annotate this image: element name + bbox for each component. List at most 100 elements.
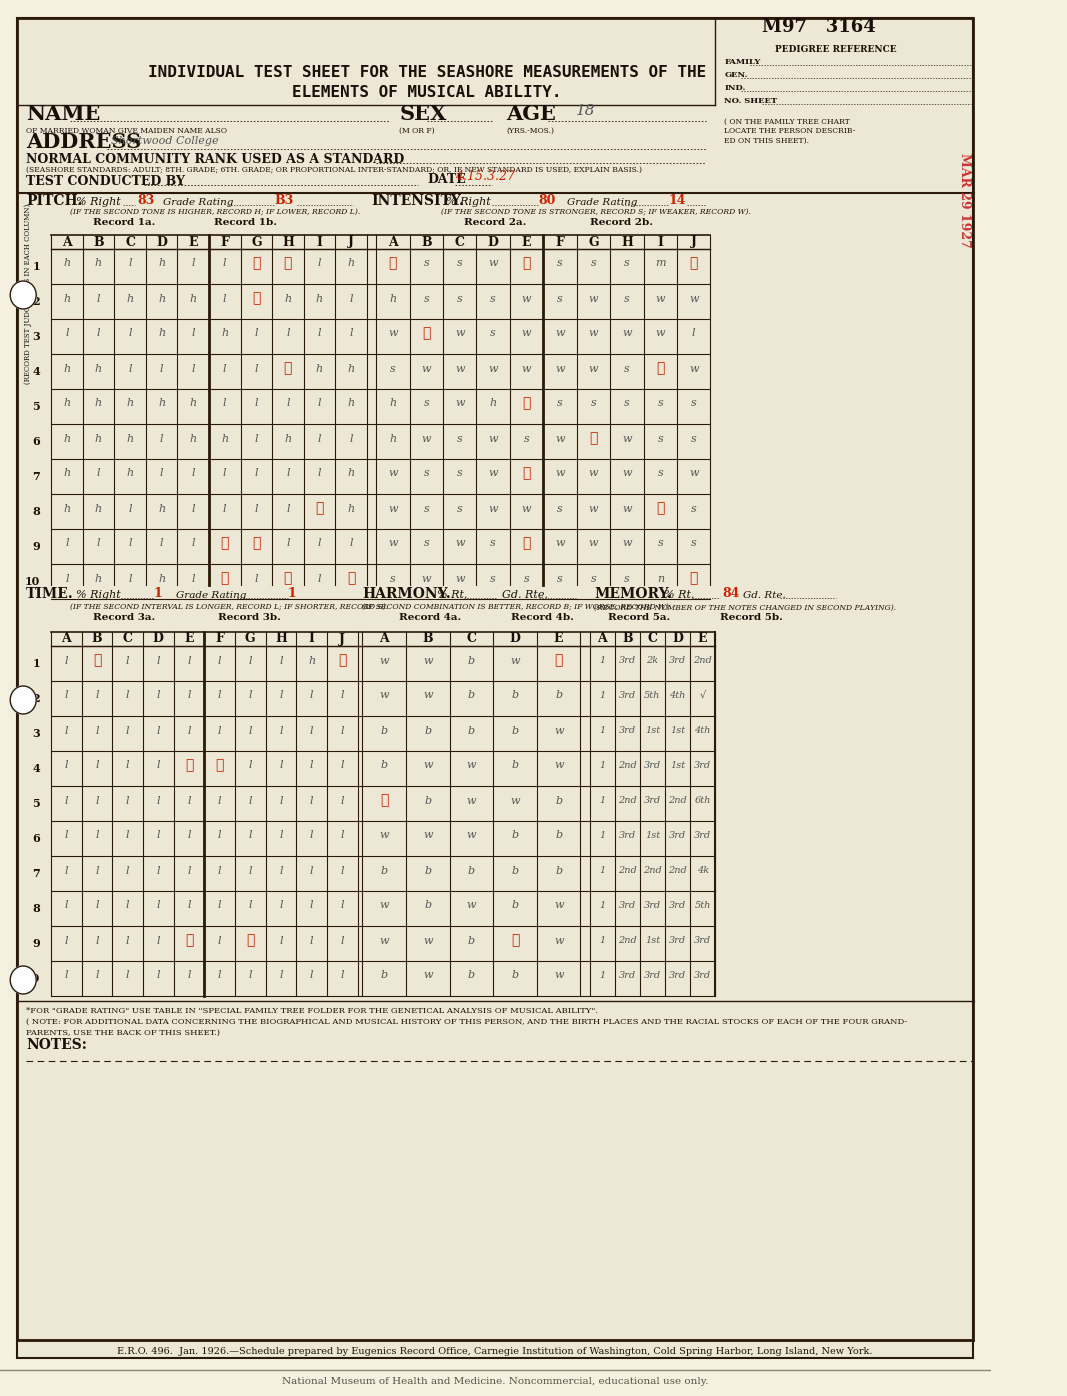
Text: Gd. Rte.: Gd. Rte. <box>743 591 785 600</box>
Text: 2nd: 2nd <box>668 866 687 875</box>
Text: l: l <box>309 831 314 840</box>
Text: s: s <box>624 293 630 303</box>
Text: l: l <box>318 398 321 409</box>
Text: l: l <box>286 539 289 549</box>
Text: h: h <box>63 504 70 514</box>
Text: w: w <box>423 761 432 771</box>
Text: h: h <box>389 398 397 409</box>
Text: w: w <box>554 970 563 980</box>
Text: F: F <box>216 632 224 645</box>
Text: D: D <box>672 632 683 645</box>
Text: s: s <box>524 434 529 444</box>
Text: l: l <box>218 796 221 805</box>
Text: l: l <box>97 539 100 549</box>
Text: MAR 29 1927: MAR 29 1927 <box>957 152 971 247</box>
Text: l: l <box>126 761 129 771</box>
Text: l: l <box>187 726 191 736</box>
Text: l: l <box>128 258 132 268</box>
Text: l: l <box>157 726 160 736</box>
Text: h: h <box>95 398 102 409</box>
Text: l: l <box>280 761 283 771</box>
Text: s: s <box>624 398 630 409</box>
Text: w: w <box>466 761 476 771</box>
Text: l: l <box>280 970 283 980</box>
Text: l: l <box>157 691 160 701</box>
Text: l: l <box>126 656 129 666</box>
Text: B: B <box>92 632 102 645</box>
Text: 4th: 4th <box>695 726 711 736</box>
Text: ✓: ✓ <box>555 653 562 667</box>
Text: w: w <box>689 469 699 479</box>
Text: w: w <box>489 434 498 444</box>
Text: h: h <box>63 398 70 409</box>
Text: l: l <box>187 796 191 805</box>
Text: 2nd: 2nd <box>668 796 687 805</box>
Text: 9: 9 <box>32 542 39 551</box>
Text: l: l <box>349 293 353 303</box>
Text: E: E <box>189 236 198 248</box>
Text: l: l <box>309 866 314 875</box>
Text: D: D <box>156 236 168 248</box>
Text: w: w <box>622 328 632 338</box>
Text: h: h <box>158 328 165 338</box>
Text: l: l <box>255 469 258 479</box>
Text: 1: 1 <box>600 796 605 805</box>
Text: l: l <box>157 796 160 805</box>
Text: s: s <box>591 398 596 409</box>
Text: b: b <box>424 726 431 736</box>
Text: ✓: ✓ <box>689 257 698 271</box>
Text: E: E <box>698 632 707 645</box>
Text: b: b <box>555 831 562 840</box>
Text: 83: 83 <box>138 194 155 207</box>
Text: w: w <box>379 831 388 840</box>
Text: l: l <box>255 398 258 409</box>
Text: Shortwood College: Shortwood College <box>111 135 219 147</box>
Text: 6: 6 <box>32 833 39 845</box>
Text: l: l <box>218 831 221 840</box>
Text: l: l <box>249 691 252 701</box>
Text: l: l <box>223 469 226 479</box>
Text: 1st: 1st <box>644 726 660 736</box>
Text: l: l <box>191 363 195 374</box>
Text: 3: 3 <box>32 727 39 738</box>
Text: h: h <box>490 398 497 409</box>
Text: Record 2b.: Record 2b. <box>590 218 653 228</box>
Text: % Rt.: % Rt. <box>664 591 695 600</box>
Text: ( NOTE: FOR ADDITIONAL DATA CONCERNING THE BIOGRAPHICAL AND MUSICAL HISTORY OF T: ( NOTE: FOR ADDITIONAL DATA CONCERNING T… <box>26 1018 907 1026</box>
Text: l: l <box>218 726 221 736</box>
Text: s: s <box>657 469 664 479</box>
Text: l: l <box>249 866 252 875</box>
Text: 1: 1 <box>600 691 605 699</box>
Text: b: b <box>467 656 475 666</box>
Text: l: l <box>65 328 68 338</box>
Text: ✓: ✓ <box>423 327 430 341</box>
Text: l: l <box>187 866 191 875</box>
Text: 84: 84 <box>722 586 739 600</box>
Text: l: l <box>157 935 160 945</box>
Text: h: h <box>348 398 354 409</box>
Text: w: w <box>489 504 498 514</box>
Text: m: m <box>655 258 666 268</box>
Text: ✓: ✓ <box>523 466 530 480</box>
Text: h: h <box>95 574 102 584</box>
Text: s: s <box>557 504 563 514</box>
Text: b: b <box>467 691 475 701</box>
Text: I: I <box>657 236 664 248</box>
Text: h: h <box>190 293 196 303</box>
Text: l: l <box>191 574 195 584</box>
Text: NAME: NAME <box>26 103 100 124</box>
Text: 2nd: 2nd <box>694 656 712 664</box>
Text: l: l <box>191 469 195 479</box>
Text: w: w <box>554 900 563 910</box>
Text: l: l <box>126 831 129 840</box>
Text: s: s <box>424 539 429 549</box>
Text: OF MARRIED WOMAN GIVE MAIDEN NAME ALSO: OF MARRIED WOMAN GIVE MAIDEN NAME ALSO <box>26 127 227 135</box>
Text: Record 1b.: Record 1b. <box>213 218 276 228</box>
Text: E: E <box>522 236 531 248</box>
Text: w: w <box>489 258 498 268</box>
Text: w: w <box>455 539 464 549</box>
Text: s: s <box>691 504 697 514</box>
Text: l: l <box>65 831 68 840</box>
Text: % Right: % Right <box>446 197 491 207</box>
Text: Record 1a.: Record 1a. <box>93 218 156 228</box>
